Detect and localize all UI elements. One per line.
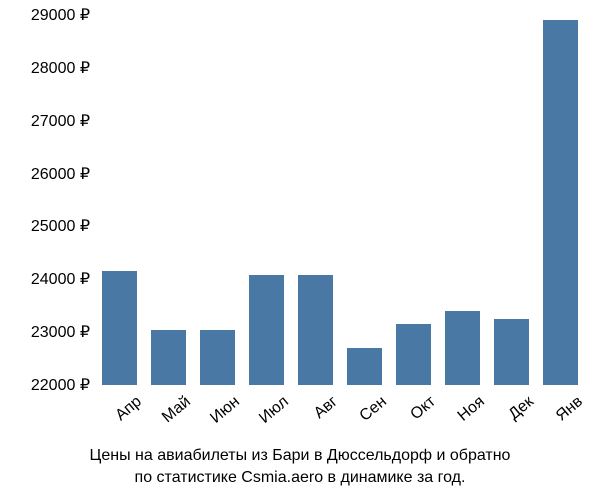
y-tick-label: 27000 ₽ xyxy=(31,111,90,131)
x-tick-label: Авг xyxy=(299,393,341,433)
y-tick-label: 26000 ₽ xyxy=(31,164,90,184)
caption-line-1: Цены на авиабилеты из Бари в Дюссельдорф… xyxy=(90,447,511,464)
x-tick-label: Ноя xyxy=(446,393,488,433)
bar xyxy=(298,275,332,385)
y-tick-label: 23000 ₽ xyxy=(31,322,90,342)
bar xyxy=(543,20,577,385)
x-tick-label: Янв xyxy=(544,393,586,433)
chart-caption: Цены на авиабилеты из Бари в Дюссельдорф… xyxy=(0,445,600,488)
x-tick-label: Дек xyxy=(495,393,537,433)
x-tick-label: Сен xyxy=(348,393,390,433)
bar xyxy=(445,311,479,385)
bar xyxy=(347,348,381,385)
x-tick-label: Окт xyxy=(397,393,439,433)
caption-line-2: по статистике Csmia.aero в динамике за г… xyxy=(135,469,466,486)
x-tick-label: Июл xyxy=(250,393,292,433)
bar xyxy=(102,271,136,385)
y-tick-label: 22000 ₽ xyxy=(31,375,90,395)
bar xyxy=(249,275,283,385)
y-tick-label: 24000 ₽ xyxy=(31,269,90,289)
price-chart: 22000 ₽ 23000 ₽ 24000 ₽ 25000 ₽ 26000 ₽ 27000… xyxy=(0,0,600,500)
bar xyxy=(396,324,430,385)
x-tick-label: Апр xyxy=(103,393,145,433)
x-tick-label: Июн xyxy=(201,393,243,433)
y-tick-label: 25000 ₽ xyxy=(31,216,90,236)
y-tick-label: 28000 ₽ xyxy=(31,58,90,78)
bar xyxy=(151,330,185,386)
bar xyxy=(200,330,234,386)
y-tick-label: 29000 ₽ xyxy=(31,5,90,25)
bar xyxy=(494,319,528,385)
x-tick-label: Май xyxy=(152,393,194,433)
